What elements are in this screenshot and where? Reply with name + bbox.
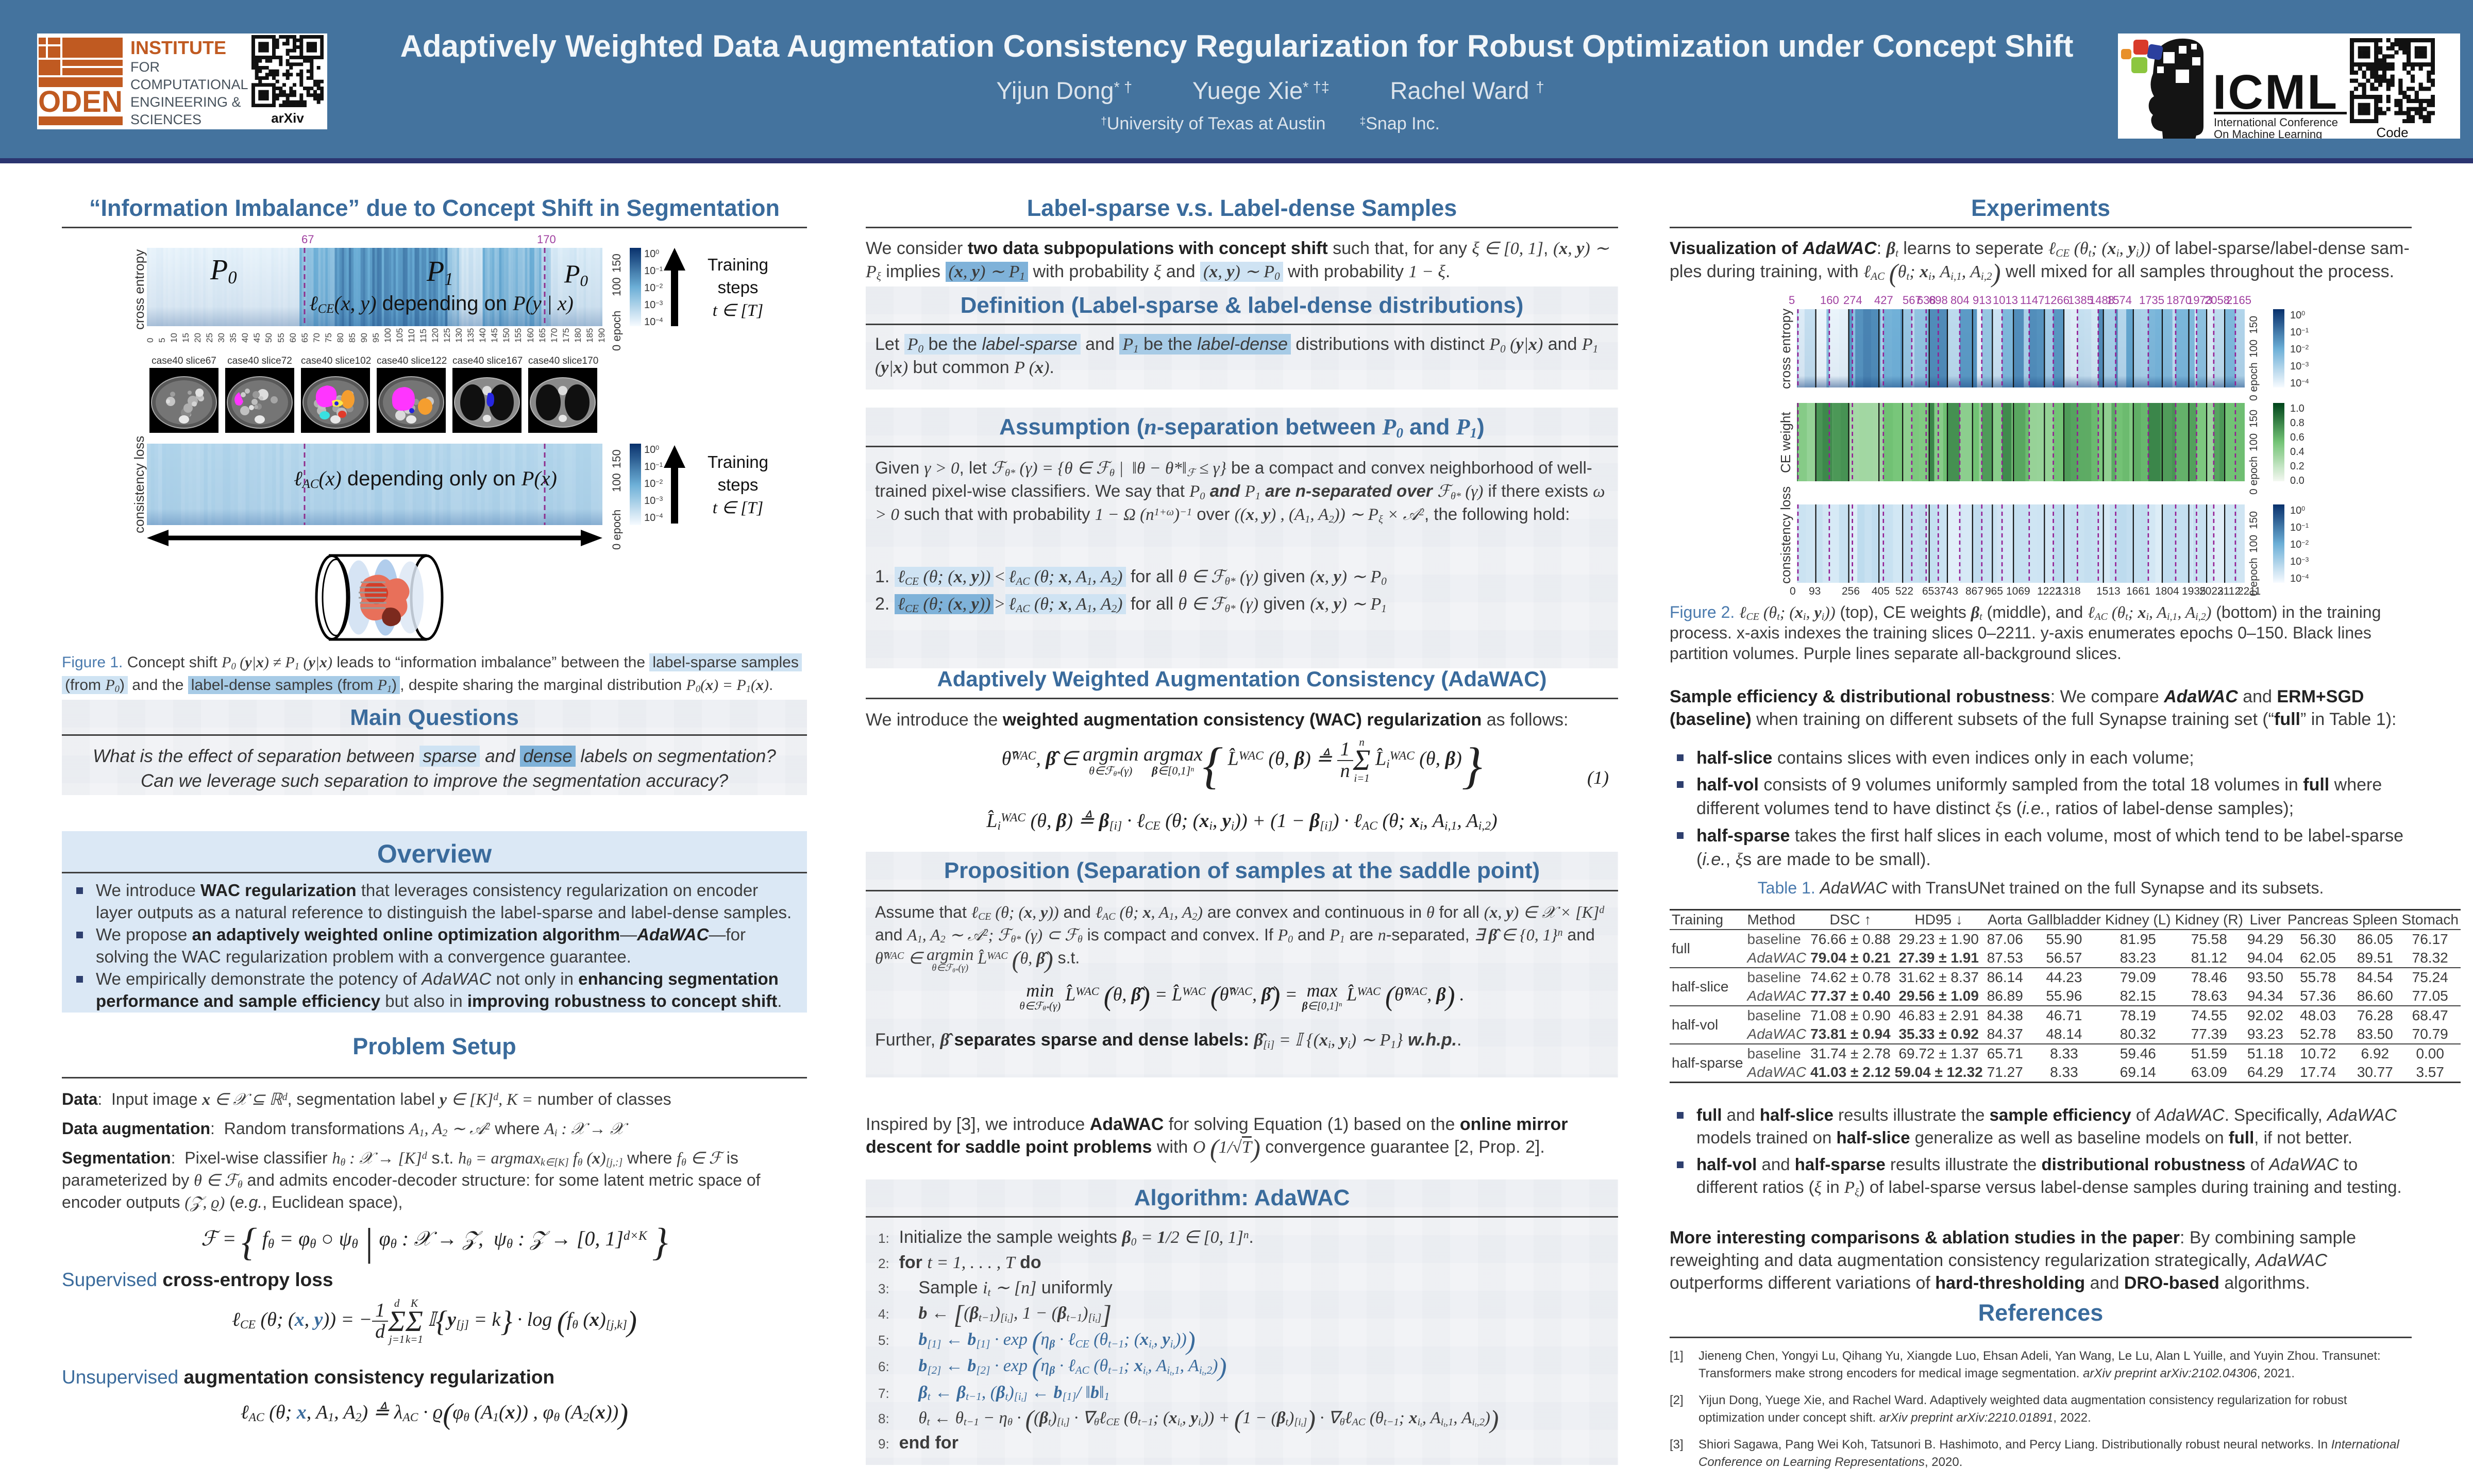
- svg-text:ODEN: ODEN: [38, 85, 123, 119]
- svg-text:International Conference: International Conference: [2214, 116, 2338, 129]
- svg-text:COMPUTATIONAL: COMPUTATIONAL: [130, 77, 248, 92]
- svg-text:INSTITUTE: INSTITUTE: [130, 37, 226, 58]
- svg-text:SCIENCES: SCIENCES: [130, 112, 201, 127]
- svg-text:On Machine Learning: On Machine Learning: [2214, 128, 2322, 139]
- svg-text:ENGINEERING &: ENGINEERING &: [130, 94, 241, 110]
- svg-text:FOR: FOR: [130, 59, 160, 75]
- svg-text:ICML: ICML: [2213, 65, 2339, 120]
